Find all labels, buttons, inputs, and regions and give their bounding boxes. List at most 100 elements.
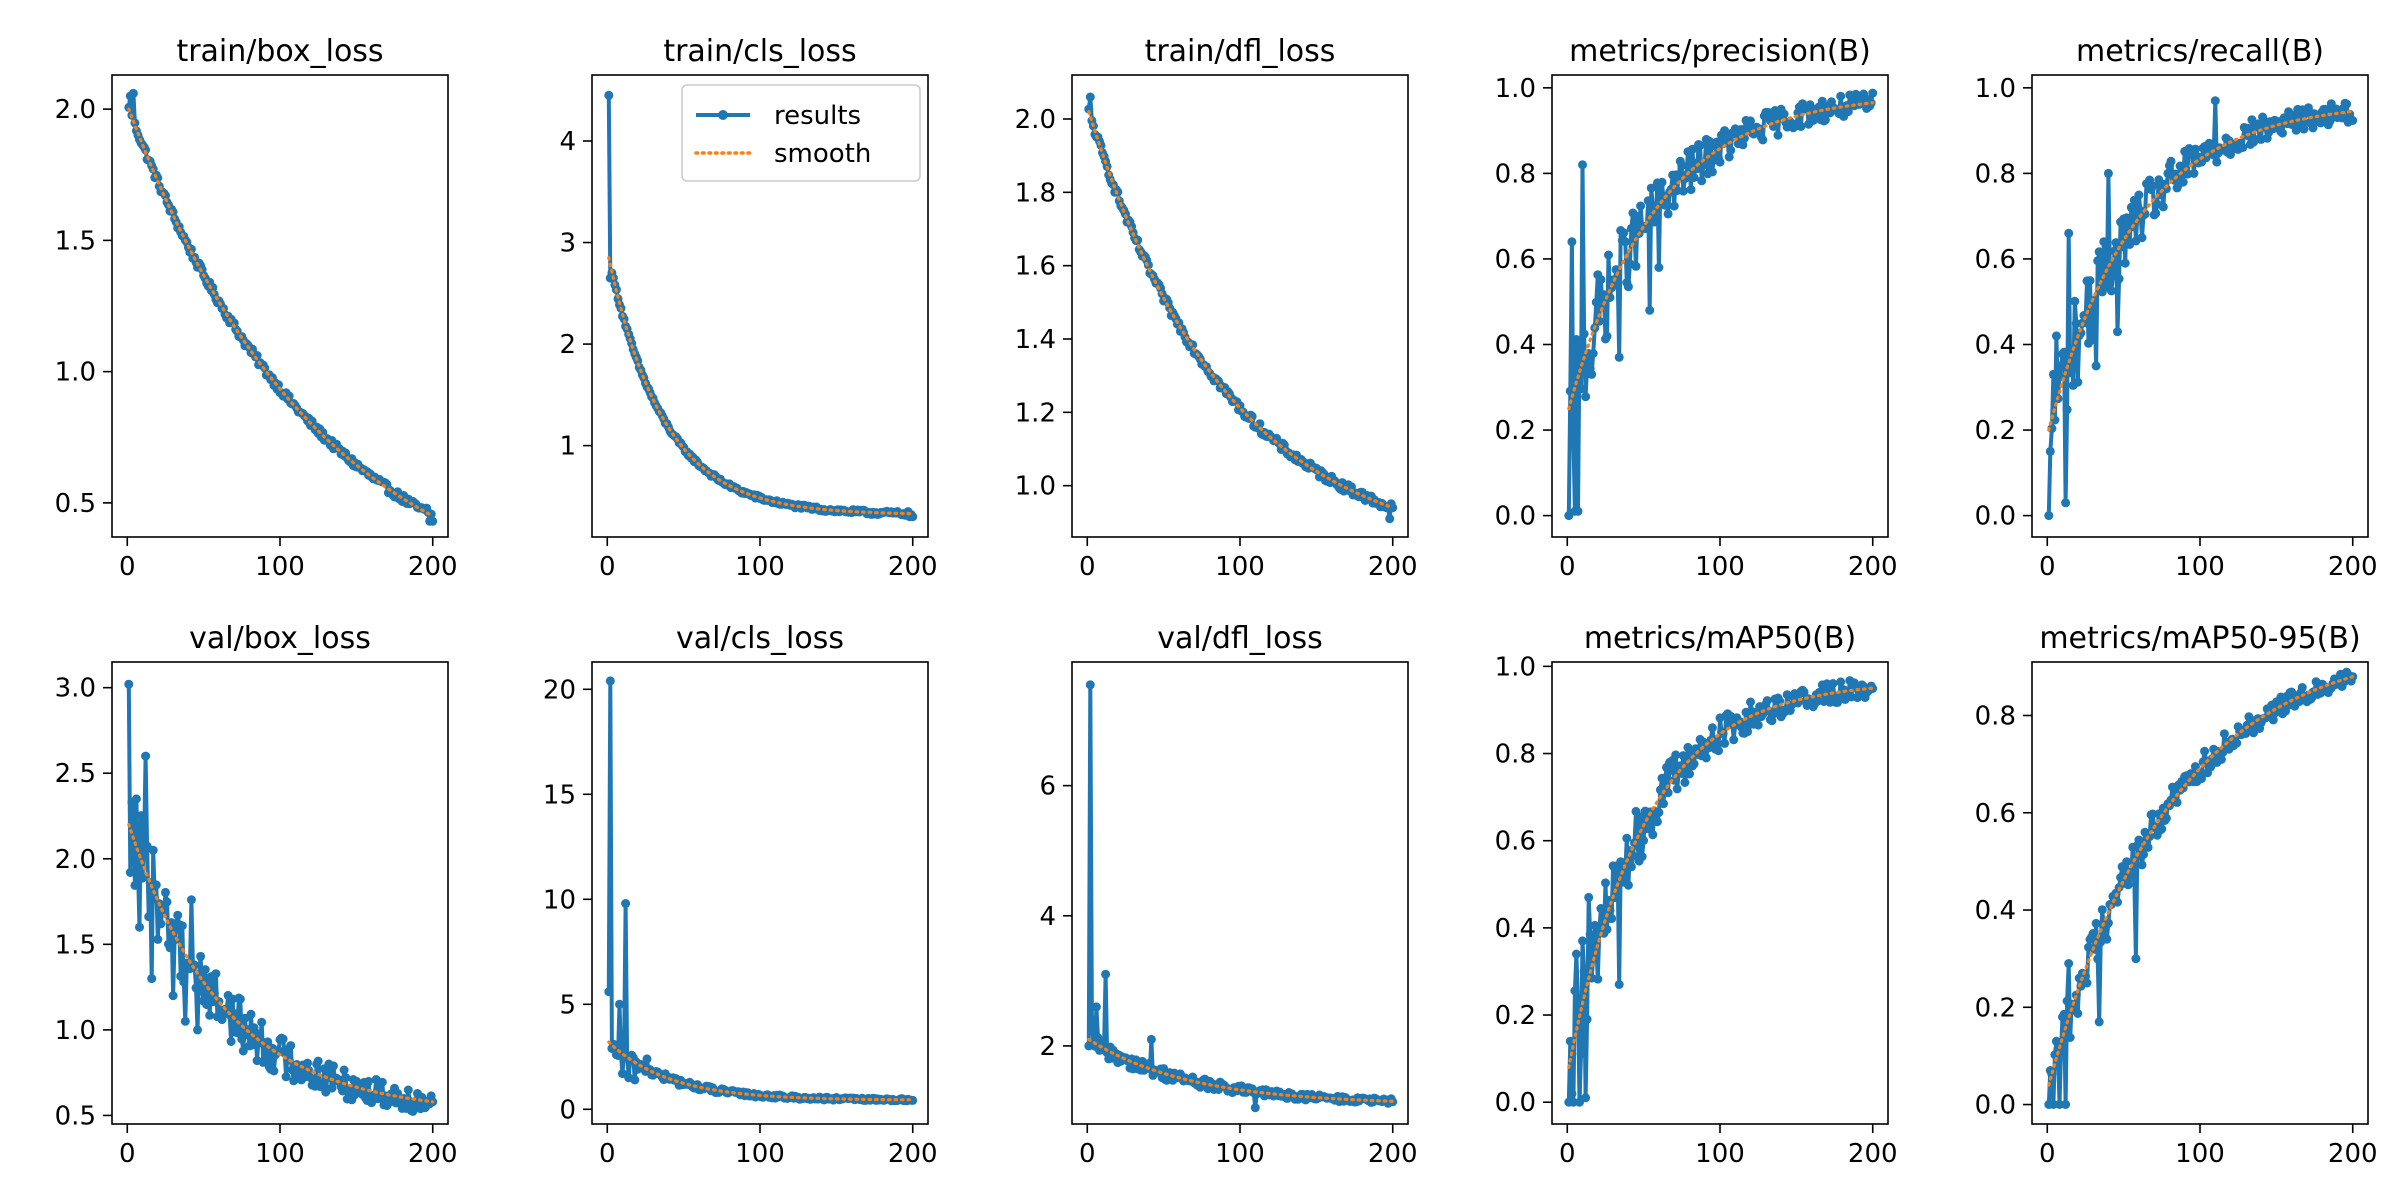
data-point: [1746, 116, 1755, 126]
data-point: [286, 1041, 296, 1051]
data-point: [1623, 880, 1633, 890]
data-point: [2103, 168, 2113, 178]
y-tick-label: 2.0: [1015, 105, 1056, 135]
data-point: [1671, 750, 1681, 760]
data-point: [1652, 817, 1662, 827]
data-point: [226, 1037, 236, 1046]
data-point: [2157, 824, 2167, 834]
data-point: [2087, 335, 2097, 345]
data-point: [168, 991, 178, 1001]
data-point: [1568, 432, 1578, 441]
data-point: [196, 951, 206, 961]
x-tick-label: 200: [408, 552, 458, 582]
data-point: [1672, 784, 1682, 794]
data-point: [1633, 212, 1642, 221]
data-point: [1678, 751, 1688, 761]
legend: results smooth: [681, 84, 921, 182]
data-point: [2161, 813, 2171, 823]
data-point: [2065, 368, 2075, 378]
data-point: [604, 987, 614, 997]
y-tick-label: 0.0: [1975, 502, 2016, 532]
data-point: [209, 988, 219, 998]
data-point: [1654, 807, 1664, 817]
data-point: [2097, 905, 2107, 915]
data-point: [144, 912, 154, 922]
data-point: [1146, 1034, 1156, 1044]
panel-metrics-recall-b: metrics/recall(B) 0 100 200 0.0 0.2 0.4 0.6 0.8 1…: [1975, 34, 2378, 582]
x-tick-label: 100: [2175, 1139, 2225, 1169]
data-point: [2189, 168, 2199, 178]
data-point: [2094, 1017, 2104, 1027]
data-point: [1779, 109, 1789, 119]
data-point: [2064, 959, 2074, 968]
data-point: [2134, 835, 2144, 845]
data-point: [1828, 679, 1838, 688]
y-tick-label: 0.8: [1975, 159, 2016, 189]
x-tick-label: 200: [1368, 1139, 1418, 1169]
data-point: [1385, 514, 1395, 524]
series-line-smooth: [1567, 101, 1875, 411]
data-point: [2044, 511, 2054, 521]
data-point: [1601, 878, 1610, 888]
y-tick-label: 3.0: [55, 674, 96, 704]
y-tick-label: 1.0: [1495, 74, 1536, 104]
data-point: [1388, 503, 1398, 513]
data-point: [177, 921, 187, 931]
series-line-smooth: [607, 1040, 915, 1102]
x-tick-label: 0: [1079, 552, 1096, 582]
series-line-smooth: [1087, 1037, 1395, 1103]
data-point: [1639, 836, 1649, 845]
data-point: [1084, 104, 1094, 114]
series-line-smooth: [127, 107, 435, 518]
x-tick-label: 200: [888, 1139, 938, 1169]
results-markers: [2044, 667, 2358, 1109]
data-point: [303, 1058, 312, 1068]
data-point: [1101, 969, 1111, 979]
x-tick-label: 0: [119, 1139, 136, 1169]
data-point: [1581, 1093, 1591, 1103]
data-point: [2088, 929, 2098, 938]
data-point: [2161, 184, 2171, 194]
x-tick-label: 100: [255, 552, 305, 582]
data-point: [128, 88, 138, 98]
y-tick-label: 1.4: [1015, 325, 1056, 355]
data-point: [2094, 247, 2104, 257]
y-tick-label: 0.4: [1975, 896, 2016, 926]
data-point: [1773, 130, 1783, 140]
data-point: [1660, 200, 1670, 210]
data-point: [1573, 997, 1583, 1007]
series-line-smooth: [127, 822, 435, 1104]
data-point: [2204, 138, 2214, 148]
chart-title: train/dfl_loss: [1145, 34, 1336, 69]
data-point: [1347, 482, 1356, 492]
data-point: [1660, 776, 1670, 786]
data-point: [1567, 237, 1577, 247]
data-point: [309, 1074, 319, 1084]
data-point: [2139, 850, 2148, 859]
data-point: [173, 910, 183, 920]
data-point: [205, 1010, 215, 1020]
data-point: [2200, 746, 2210, 756]
data-point: [2151, 208, 2161, 218]
data-point: [428, 516, 438, 526]
data-point: [2093, 256, 2103, 266]
data-point: [130, 880, 140, 890]
data-point: [1663, 209, 1673, 219]
data-point: [1567, 1089, 1577, 1099]
data-point: [2051, 1036, 2061, 1046]
data-point: [2134, 190, 2144, 200]
data-point: [180, 1016, 190, 1026]
data-point: [2102, 934, 2112, 944]
x-tick-label: 100: [1695, 552, 1745, 582]
data-point: [1587, 369, 1597, 379]
data-point: [1701, 753, 1711, 763]
data-point: [1602, 924, 1612, 934]
data-point: [2148, 181, 2158, 191]
y-tick-label: 0.6: [1495, 827, 1536, 857]
data-point: [2308, 123, 2318, 133]
y-tick-label: 1: [559, 432, 576, 462]
data-point: [329, 1061, 338, 1071]
data-point: [1726, 145, 1736, 155]
data-point: [2131, 954, 2141, 964]
data-point: [1616, 857, 1626, 867]
